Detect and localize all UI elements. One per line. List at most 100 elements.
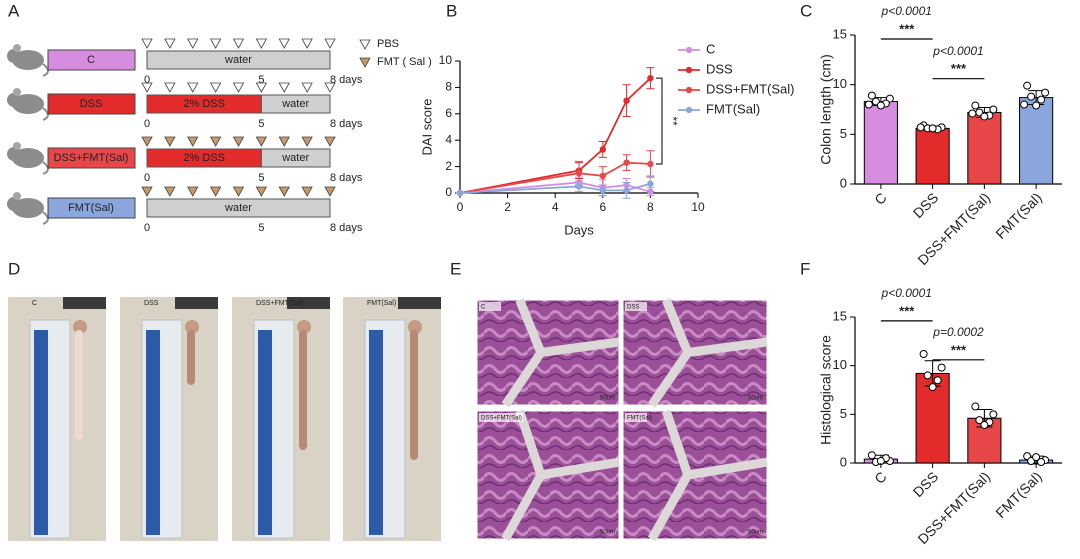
- timeline-tick: 0: [144, 222, 150, 234]
- lumen: [501, 298, 620, 408]
- injection-marker: [209, 186, 222, 197]
- colon: [299, 330, 307, 450]
- data-point: [1027, 92, 1036, 101]
- data-point: [599, 146, 606, 153]
- data-point: [1032, 453, 1041, 462]
- x-tick-label: C: [871, 468, 889, 486]
- mouse-ear: [13, 192, 21, 200]
- data-point: [456, 189, 464, 197]
- cecum: [73, 320, 87, 334]
- p-value: p<0.0001: [932, 44, 983, 58]
- data-point: [1020, 100, 1029, 109]
- data-point: [971, 402, 980, 411]
- y-tick-label: 5: [840, 406, 847, 421]
- injection-marker: [164, 186, 176, 197]
- significance-bracket: [656, 77, 663, 165]
- injection-marker: [278, 186, 290, 197]
- injection-marker: [359, 57, 371, 68]
- timeline-tick: 8 days: [330, 74, 363, 86]
- x-tick-label: FMT(Sal): [992, 468, 1045, 521]
- data-point: [876, 101, 885, 110]
- injection-marker: [209, 82, 222, 93]
- label-bg: [625, 302, 647, 311]
- y-tick-label: 15: [833, 308, 847, 323]
- p-value: p=0.0002: [932, 325, 984, 339]
- stars: ***: [899, 303, 915, 318]
- group-label: C: [87, 54, 95, 66]
- mouse-tail: [42, 211, 49, 225]
- cecum: [185, 320, 199, 334]
- segment-label: water: [224, 202, 252, 214]
- ruler-strip: [369, 330, 383, 535]
- photo-label: DSS+FMT(Sal): [256, 300, 304, 307]
- data-point: [971, 101, 980, 110]
- injection-marker: [301, 38, 313, 49]
- injection-marker: [232, 186, 245, 197]
- stars: ***: [951, 61, 967, 76]
- mouse-ear: [13, 88, 21, 96]
- injection-marker: [187, 186, 199, 197]
- group-label: DSS: [80, 98, 103, 110]
- data-point: [968, 109, 977, 118]
- scale-label: 50um: [748, 530, 763, 536]
- x-tick-label: DSS: [910, 468, 942, 500]
- group-box: [47, 49, 136, 71]
- injection-marker: [301, 82, 313, 93]
- injection-marker: [141, 82, 153, 93]
- y-tick-label: 8: [445, 80, 452, 94]
- legend-label: FMT ( Sal ): [377, 56, 432, 68]
- group-label: FMT(Sal): [68, 202, 114, 214]
- y-tick-label: 0: [840, 175, 847, 190]
- injection-marker: [255, 38, 268, 49]
- photo-top: [287, 297, 330, 309]
- y-tick-label: 4: [445, 132, 452, 146]
- ruler-strip: [258, 330, 272, 535]
- panel-label: A: [8, 1, 20, 20]
- injection-marker: [187, 136, 199, 147]
- injection-marker: [301, 136, 313, 147]
- injection-marker: [141, 38, 153, 49]
- data-point: [1023, 81, 1032, 90]
- y-tick-label: 6: [445, 106, 452, 120]
- x-tick-label: 6: [599, 200, 606, 214]
- injection-marker: [324, 38, 336, 49]
- legend-label: C: [706, 41, 715, 56]
- group-label: DSS+FMT(Sal): [54, 152, 129, 164]
- mouse-head: [7, 93, 21, 107]
- injection-marker: [255, 82, 268, 93]
- timeline-tick: 0: [144, 74, 150, 86]
- data-point: [867, 91, 876, 100]
- photo-label: DSS: [144, 300, 159, 307]
- x-tick-label: 0: [457, 200, 464, 214]
- scale-label: 50um: [748, 396, 763, 402]
- injection-marker: [164, 136, 176, 147]
- group-box: [47, 147, 136, 169]
- data-point: [599, 187, 606, 194]
- data-point: [623, 97, 630, 104]
- scale-label: 50um: [600, 396, 615, 402]
- histology-label: DSS+FMT(Sal): [481, 416, 522, 422]
- colon: [410, 330, 418, 460]
- y-tick-label: 2: [445, 159, 452, 173]
- mouse-tail: [42, 161, 49, 175]
- injection-marker: [209, 136, 222, 147]
- x-tick-label: 10: [691, 200, 705, 214]
- photo-top: [398, 297, 441, 309]
- legend-label: PBS: [377, 38, 399, 50]
- histology-label: FMT(Sal): [627, 416, 652, 422]
- injection-marker: [278, 38, 290, 49]
- segment-label: water: [281, 98, 309, 110]
- ruler-strip: [146, 330, 160, 535]
- timeline-tick: 5: [258, 74, 264, 86]
- x-tick-label: C: [871, 189, 889, 207]
- bar: [967, 111, 1002, 185]
- mouse-head: [7, 197, 21, 211]
- injection-marker: [164, 38, 176, 49]
- injection-marker: [232, 136, 245, 147]
- injection-marker: [164, 82, 176, 93]
- y-tick-label: 0: [840, 454, 847, 469]
- x-tick-label: 8: [647, 200, 654, 214]
- colon: [75, 330, 83, 440]
- label-bg: [479, 413, 523, 422]
- injection-marker: [187, 82, 199, 93]
